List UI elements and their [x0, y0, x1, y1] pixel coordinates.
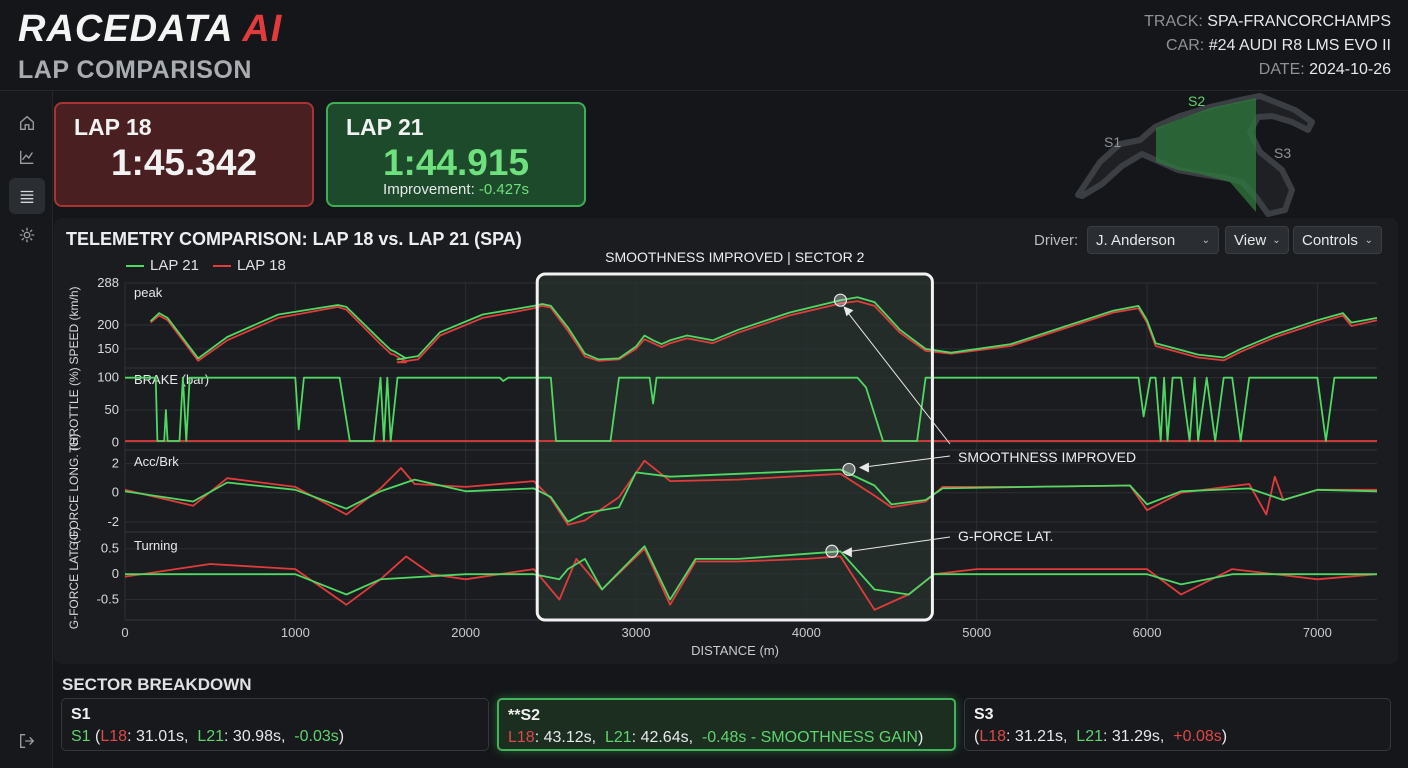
lap-21-label: LAP 21 — [346, 114, 424, 140]
sector-2-card[interactable]: **S2 L18: 43.12s, L21: 42.64s, -0.48s - … — [497, 698, 956, 751]
sector-1-card[interactable]: S1 S1 (L18: 31.01s, L21: 30.98s, -0.03s) — [61, 698, 489, 751]
sector-3-card[interactable]: S3 (L18: 31.21s, L21: 31.29s, +0.08s) — [964, 698, 1391, 751]
chevron-down-icon: ⌄ — [1201, 234, 1210, 246]
date-label: DATE: — [1258, 61, 1305, 78]
view-dropdown[interactable]: View ⌄ — [1225, 226, 1289, 254]
list-icon[interactable] — [9, 178, 45, 214]
track-s3-label: S3 — [1274, 145, 1291, 161]
lap-18-time: 1:45.342 — [110, 142, 258, 183]
sector-3-times: (L18: 31.21s, L21: 31.29s, +0.08s) — [974, 728, 1228, 745]
chevron-down-icon: ⌄ — [1272, 234, 1281, 246]
driver-select[interactable]: J. Anderson ⌄ — [1087, 226, 1219, 254]
telemetry-panel — [54, 218, 1398, 664]
app-logo: RACEDATA AI — [18, 8, 283, 50]
sector-2-times: L18: 43.12s, L21: 42.64s, -0.48s - SMOOT… — [508, 729, 924, 746]
legend-lap21[interactable]: LAP 21 — [126, 257, 199, 274]
sector-2-name: **S2 — [508, 707, 541, 724]
chart-icon[interactable] — [9, 139, 45, 175]
header-divider — [0, 90, 1408, 91]
session-meta: TRACK: SPA-FRANCORCHAMPS CAR: #24 AUDI R… — [1144, 10, 1391, 82]
home-icon[interactable] — [9, 105, 45, 141]
sector-3-name: S3 — [974, 706, 994, 723]
date-value: 2024-10-26 — [1309, 61, 1391, 78]
sector-1-name: S1 — [71, 706, 91, 723]
lap-18-label: LAP 18 — [74, 114, 152, 140]
driver-label: Driver: — [1034, 232, 1079, 249]
gear-icon[interactable] — [9, 217, 45, 253]
logout-icon[interactable] — [9, 723, 45, 759]
chevron-down-icon: ⌄ — [1364, 234, 1373, 246]
page-title: LAP COMPARISON — [18, 56, 252, 84]
sector-1-times: S1 (L18: 31.01s, L21: 30.98s, -0.03s) — [71, 728, 345, 745]
legend-lap18[interactable]: LAP 18 — [212, 257, 286, 274]
lap-21-time: 1:44.915 — [382, 142, 530, 183]
improvement: Improvement: -0.427s — [383, 181, 529, 198]
lap-18-card: LAP 18 1:45.342 — [54, 102, 314, 207]
sidebar — [0, 91, 53, 768]
track-s1-label: S1 — [1104, 134, 1121, 150]
sector-2-highlight — [1156, 98, 1256, 212]
track-s2-label: S2 — [1188, 93, 1205, 109]
telemetry-title: TELEMETRY COMPARISON: LAP 18 vs. LAP 21 … — [66, 229, 522, 249]
chart-legend: LAP 21 LAP 18 — [126, 257, 286, 274]
lap-21-card: LAP 21 1:44.915 Improvement: -0.427s — [326, 102, 586, 207]
track-map: S1 S2 S3 — [1060, 92, 1330, 217]
car-value: #24 AUDI R8 LMS EVO II — [1208, 37, 1391, 54]
track-value: SPA-FRANCORCHAMPS — [1207, 13, 1391, 30]
sector-breakdown-title: SECTOR BREAKDOWN — [62, 675, 252, 694]
track-label: TRACK: — [1144, 13, 1203, 30]
car-label: CAR: — [1166, 37, 1205, 54]
controls-dropdown[interactable]: Controls ⌄ — [1293, 226, 1382, 254]
